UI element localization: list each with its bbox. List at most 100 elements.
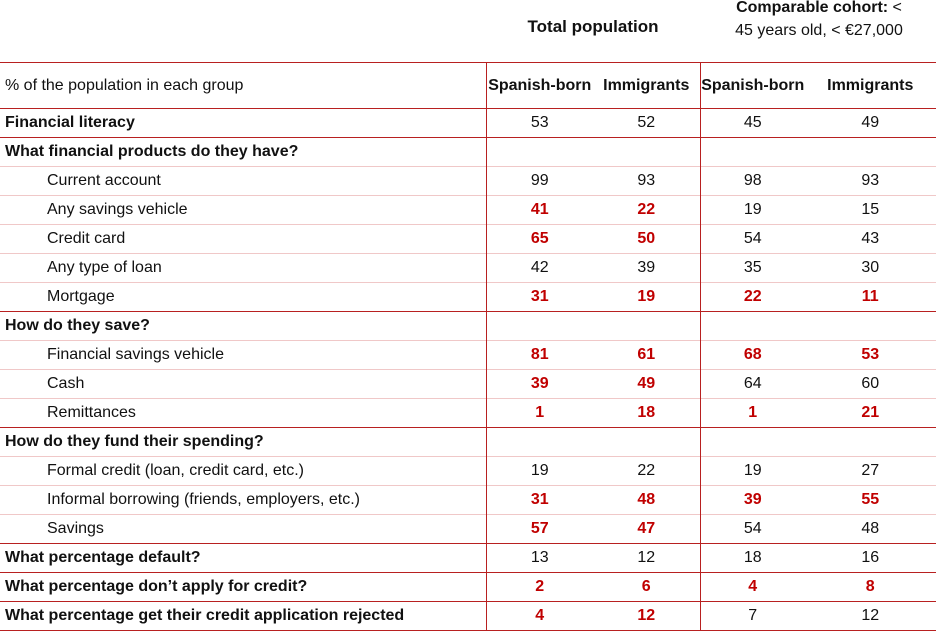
cell-cohort-immigrants: 53 [805, 340, 936, 370]
col-spanish-born: Spanish-born [485, 62, 593, 109]
cell-spanish-born: 1 [485, 398, 593, 428]
cell-cohort-spanish-born: 19 [700, 456, 805, 486]
cell-immigrants: 22 [593, 456, 701, 486]
cell-immigrants: 12 [593, 601, 701, 631]
section-row: How do they save? [0, 311, 936, 341]
cell-spanish-born: 31 [485, 282, 593, 312]
row-label: Remittances [0, 398, 486, 428]
total-population-header: Total population [527, 17, 659, 36]
table-body: Financial literacy 53 52 45 49 What financial… [0, 108, 936, 631]
row-label: Financial savings vehicle [0, 340, 486, 370]
col-cohort-spanish-born: Spanish-born [700, 62, 805, 109]
cell-cohort-immigrants: 48 [805, 514, 936, 544]
cell-spanish-born: 42 [485, 253, 593, 283]
cell-immigrants: 93 [593, 166, 701, 196]
table-row: Credit card 65 50 54 43 [0, 224, 936, 254]
cell-immigrants: 48 [593, 485, 701, 515]
cell-immigrants: 61 [593, 340, 701, 370]
row-label: What percentage get their credit applica… [0, 601, 486, 631]
cell-spanish-born [485, 137, 593, 167]
row-label: Formal credit (loan, credit card, etc.) [0, 456, 486, 486]
cell-cohort-immigrants: 30 [805, 253, 936, 283]
cell-cohort-spanish-born: 4 [700, 572, 805, 602]
row-label-header: % of the population in each group [0, 62, 486, 109]
row-label: Financial literacy [0, 108, 486, 138]
cell-cohort-immigrants: 15 [805, 195, 936, 225]
cell-spanish-born: 2 [485, 572, 593, 602]
cell-cohort-spanish-born: 22 [700, 282, 805, 312]
cell-cohort-spanish-born: 1 [700, 398, 805, 428]
row-label: Any type of loan [0, 253, 486, 283]
financial-inclusion-table: % of the population in each group Spanis… [0, 62, 936, 631]
column-header-row: % of the population in each group Spanis… [0, 62, 936, 109]
col-cohort-immigrants: Immigrants [805, 62, 936, 109]
section-heading: How do they save? [0, 311, 486, 341]
cell-cohort-immigrants: 49 [805, 108, 936, 138]
cell-immigrants: 6 [593, 572, 701, 602]
table-row: Remittances 1 18 1 21 [0, 398, 936, 428]
cell-immigrants: 18 [593, 398, 701, 428]
cell-immigrants: 19 [593, 282, 701, 312]
table-row: Financial savings vehicle 81 61 68 53 [0, 340, 936, 370]
cell-spanish-born: 19 [485, 456, 593, 486]
cell-spanish-born: 4 [485, 601, 593, 631]
section-heading: How do they fund their spending? [0, 427, 486, 457]
cell-spanish-born: 31 [485, 485, 593, 515]
table-row: Informal borrowing (friends, employers, … [0, 485, 936, 515]
cell-cohort-spanish-born [700, 137, 805, 167]
cell-cohort-immigrants: 27 [805, 456, 936, 486]
table-row: What percentage default? 13 12 18 16 [0, 543, 936, 573]
cell-immigrants [593, 311, 701, 341]
cell-immigrants [593, 427, 701, 457]
cell-cohort-immigrants: 43 [805, 224, 936, 254]
cell-immigrants [593, 137, 701, 167]
cell-cohort-immigrants [805, 311, 936, 341]
cell-immigrants: 12 [593, 543, 701, 573]
row-label: What percentage default? [0, 543, 486, 573]
cell-spanish-born: 39 [485, 369, 593, 399]
table-row: Current account 99 93 98 93 [0, 166, 936, 196]
cell-immigrants: 50 [593, 224, 701, 254]
table-row: Financial literacy 53 52 45 49 [0, 108, 936, 138]
cell-cohort-immigrants: 8 [805, 572, 936, 602]
cell-cohort-spanish-born: 68 [700, 340, 805, 370]
cell-cohort-spanish-born: 18 [700, 543, 805, 573]
row-label: Credit card [0, 224, 486, 254]
table-row: What percentage get their credit applica… [0, 601, 936, 631]
cell-cohort-spanish-born: 7 [700, 601, 805, 631]
table-row: Formal credit (loan, credit card, etc.) 1… [0, 456, 936, 486]
cell-cohort-spanish-born [700, 311, 805, 341]
cell-spanish-born [485, 427, 593, 457]
cell-cohort-spanish-born: 98 [700, 166, 805, 196]
cell-immigrants: 22 [593, 195, 701, 225]
row-label: Cash [0, 369, 486, 399]
section-row: How do they fund their spending? [0, 427, 936, 457]
row-label: Mortgage [0, 282, 486, 312]
cell-cohort-immigrants: 55 [805, 485, 936, 515]
row-label: Current account [0, 166, 486, 196]
table-row: Cash 39 49 64 60 [0, 369, 936, 399]
cohort-title: Comparable cohort: [736, 0, 889, 16]
cell-cohort-spanish-born: 45 [700, 108, 805, 138]
table-row: Any type of loan 42 39 35 30 [0, 253, 936, 283]
row-label: Any savings vehicle [0, 195, 486, 225]
section-row: What financial products do they have? [0, 137, 936, 167]
cell-cohort-immigrants [805, 427, 936, 457]
comparable-cohort-header: Comparable cohort: < 45 years old, < €27… [702, 0, 936, 42]
cell-cohort-immigrants: 11 [805, 282, 936, 312]
table-row: Any savings vehicle 41 22 19 15 [0, 195, 936, 225]
cell-cohort-spanish-born: 35 [700, 253, 805, 283]
cell-cohort-immigrants: 60 [805, 369, 936, 399]
cell-cohort-spanish-born: 64 [700, 369, 805, 399]
row-label: Informal borrowing (friends, employers, … [0, 485, 486, 515]
cell-immigrants: 47 [593, 514, 701, 544]
cell-spanish-born: 81 [485, 340, 593, 370]
cell-cohort-immigrants: 12 [805, 601, 936, 631]
cell-cohort-spanish-born: 54 [700, 224, 805, 254]
cell-immigrants: 39 [593, 253, 701, 283]
cell-cohort-immigrants: 21 [805, 398, 936, 428]
cell-cohort-immigrants: 93 [805, 166, 936, 196]
cell-spanish-born: 57 [485, 514, 593, 544]
cell-cohort-immigrants: 16 [805, 543, 936, 573]
cell-spanish-born [485, 311, 593, 341]
